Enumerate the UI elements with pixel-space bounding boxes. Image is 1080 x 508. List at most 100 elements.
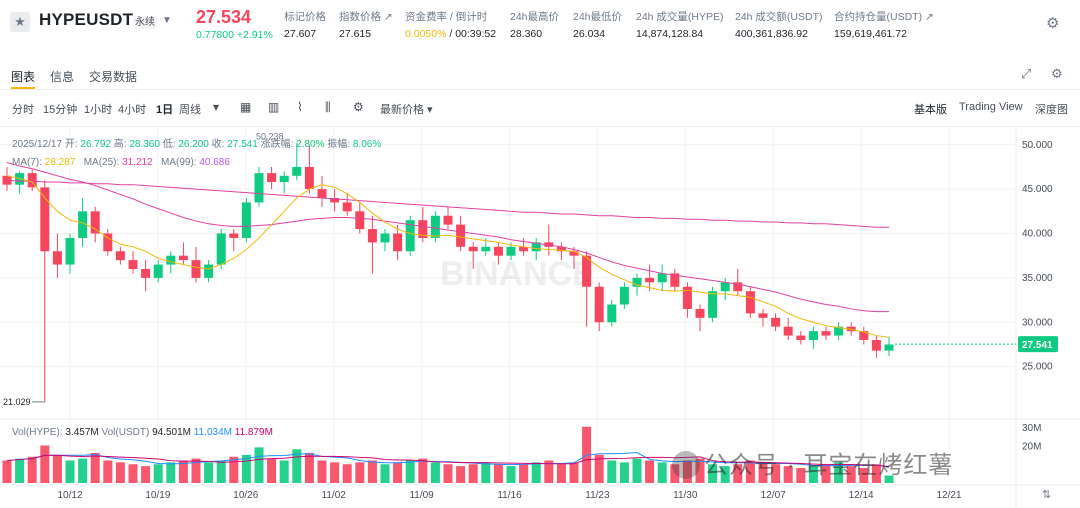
volume-bar — [519, 464, 529, 483]
volume-bar — [695, 458, 705, 483]
timeframe-4h[interactable]: 4小时 — [118, 104, 147, 116]
settings-icon[interactable]: ⚙ — [1051, 66, 1063, 81]
candle-body — [619, 286, 629, 305]
candle-body — [607, 304, 617, 323]
calendar-icon[interactable]: ▦ — [240, 100, 252, 114]
volume-bar — [367, 460, 377, 483]
timeframe-15min[interactable]: 15分钟 — [43, 104, 78, 116]
stat-value: 0.0050% / 00:39:52 — [405, 28, 496, 40]
stat-label: 资金费率 / 倒计时 — [405, 11, 488, 23]
candle-body — [884, 344, 894, 351]
candle-body — [78, 211, 88, 238]
volume-bar — [720, 466, 730, 483]
candle-body — [758, 313, 768, 318]
volume-bar — [670, 464, 680, 483]
volume-bar — [241, 454, 251, 483]
min-price-annotation: 21.029 — [3, 397, 31, 407]
fullscreen-icon[interactable]: ⤢ — [1021, 66, 1032, 81]
gear-icon[interactable]: ⚙ — [1046, 15, 1060, 32]
volume-bar — [531, 462, 541, 483]
candle-body — [355, 211, 365, 230]
stat-label: 24h最低价 — [573, 11, 623, 23]
watermark-text: 公众号 · 耳宝在烤红薯 — [704, 452, 954, 479]
legend-open: 26.792 — [80, 139, 111, 150]
view-depth[interactable]: 深度图 — [1035, 104, 1068, 116]
stat-value: 159,619,461.72 — [834, 28, 907, 40]
tab-info[interactable]: 信息 — [50, 70, 75, 84]
x-tick-label: 11/02 — [322, 490, 347, 501]
candle-body — [153, 264, 163, 278]
candle-body — [531, 242, 541, 252]
legend-change: 2.80% — [296, 139, 325, 150]
timeframe-1min[interactable]: 分时 — [12, 104, 34, 116]
volume-bar — [859, 468, 869, 483]
x-tick-label: 10/12 — [57, 490, 82, 501]
candle-body — [493, 246, 503, 256]
view-tradingview[interactable]: Trading View — [959, 101, 1023, 113]
chevron-down-icon[interactable]: ▾ — [213, 100, 220, 114]
price-change: 0.77800 +2.91% — [196, 29, 273, 41]
legend-date: 2025/12/17 — [12, 139, 63, 150]
legend-low-label: 低: — [162, 139, 176, 150]
volume-bar — [569, 462, 579, 483]
chart-canvas[interactable]: BINANCE 50.238 21.029 50.000 45.000 40.000 35.… — [0, 127, 1080, 508]
view-basic[interactable]: 基本版 — [914, 104, 947, 116]
candle-body — [582, 255, 592, 287]
legend-open-label: 开: — [64, 139, 78, 150]
candle-body — [645, 277, 655, 283]
volume-bar — [443, 464, 453, 483]
favorite-star-icon[interactable]: ★ — [10, 12, 30, 32]
current-price-tag — [1018, 336, 1058, 353]
stat-value: 400,361,836.92 — [735, 28, 808, 40]
volume-bar — [405, 460, 415, 483]
stat-value: 28.360 — [510, 28, 543, 40]
timeframe-1h[interactable]: 1小时 — [84, 104, 113, 116]
volume-bar — [456, 466, 466, 483]
chart-type-icon[interactable]: ▥ — [268, 100, 280, 114]
kline-chart[interactable]: BINANCE 50.238 21.029 50.000 45.000 40.000 35.… — [0, 127, 1080, 508]
x-tick-label: 12/07 — [761, 490, 786, 501]
candle-body — [128, 260, 138, 269]
y-tick-label: 40.000 — [1022, 229, 1053, 240]
candle-body — [506, 246, 516, 256]
current-price-label: 27.541 — [1022, 340, 1053, 351]
volume-bar — [846, 466, 856, 483]
chevron-down-icon[interactable]: ▼ — [162, 15, 172, 26]
candle-body — [40, 187, 50, 252]
volume-ma2-line — [6, 454, 890, 467]
volume-tick-label: 20M — [1022, 442, 1041, 453]
legend-high: 28.360 — [129, 139, 160, 150]
timeframe-1d[interactable]: 1日 — [156, 104, 174, 116]
candle-body — [216, 233, 226, 265]
x-tick-label: 11/16 — [497, 490, 522, 501]
candle-body — [859, 331, 869, 340]
candle-body — [708, 291, 718, 318]
candle-body — [556, 246, 566, 252]
scale-reset-icon[interactable]: ⇅ — [1042, 488, 1051, 501]
timeframe-weekly[interactable]: 周线 — [179, 104, 201, 116]
volume-bar — [506, 466, 516, 483]
price-type-select[interactable]: 最新价格 ▾ — [380, 104, 433, 116]
max-price-annotation: 50.238 — [256, 132, 284, 142]
x-tick-label: 12/21 — [936, 490, 961, 501]
candle-body — [254, 173, 264, 203]
y-tick-label: 30.000 — [1022, 317, 1053, 328]
candles-icon[interactable]: ⫼ — [325, 100, 331, 114]
candle-body — [393, 233, 403, 252]
candle-body — [27, 173, 37, 188]
y-tick-label: 35.000 — [1022, 273, 1053, 284]
volume-bar — [204, 462, 214, 483]
candle-body — [405, 220, 415, 252]
x-tick-label: 11/09 — [409, 490, 434, 501]
volume-bar — [304, 453, 314, 483]
tab-chart[interactable]: 图表 — [11, 70, 36, 84]
tab-trading-data[interactable]: 交易数据 — [89, 70, 138, 84]
indicator-icon[interactable]: ⌇ — [297, 100, 303, 114]
candle-body — [241, 202, 251, 238]
symbol-name[interactable]: HYPEUSDT — [39, 10, 134, 29]
volume-bar — [153, 464, 163, 483]
y-tick-label: 50.000 — [1022, 140, 1053, 151]
candle-body — [191, 260, 201, 278]
volume-bar — [128, 464, 138, 483]
gear-icon[interactable]: ⚙ — [353, 100, 364, 114]
